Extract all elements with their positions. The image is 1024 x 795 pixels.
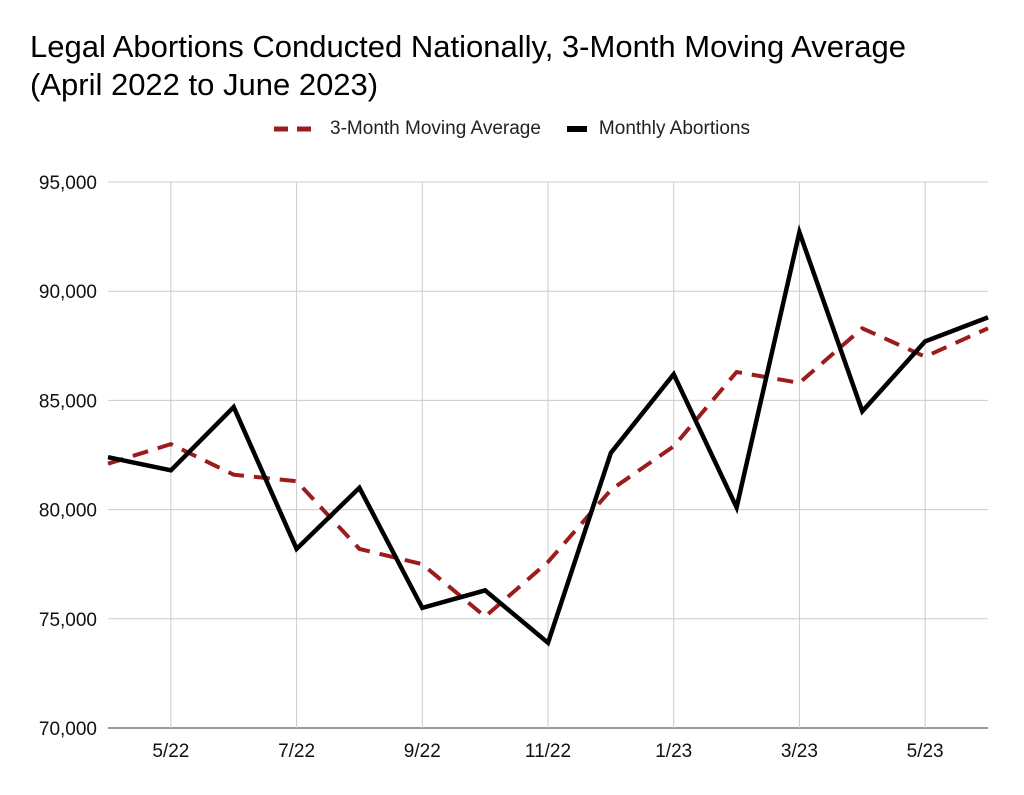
x-tick-label: 7/22 xyxy=(278,741,315,762)
legend: 3-Month Moving Average Monthly Abortions xyxy=(0,118,1024,140)
chart-title: Legal Abortions Conducted Nationally, 3-… xyxy=(30,28,906,104)
y-tick-label: 95,000 xyxy=(39,173,97,194)
x-tick-label: 3/23 xyxy=(781,741,818,762)
series-lines xyxy=(107,224,989,647)
legend-item-moving-average[interactable]: 3-Month Moving Average xyxy=(274,118,541,140)
y-axis-ticks: 95,000 90,000 85,000 80,000 75,000 70,000 xyxy=(39,173,97,740)
legend-dashed-swatch xyxy=(274,126,319,132)
legend-label-monthly: Monthly Abortions xyxy=(598,118,750,139)
y-tick-label: 90,000 xyxy=(39,282,97,303)
legend-label-moving-average: 3-Month Moving Average xyxy=(330,118,541,139)
x-tick-label: 5/23 xyxy=(907,741,944,762)
gridlines xyxy=(108,181,988,729)
series-line-moving-average xyxy=(107,325,989,620)
x-tick-label: 11/22 xyxy=(525,741,571,762)
x-axis-ticks: 5/22 7/22 9/22 11/22 1/23 3/23 5/23 xyxy=(152,741,943,762)
series-line-monthly-abortions xyxy=(107,224,989,647)
x-tick-label: 1/23 xyxy=(655,741,692,762)
chart-title-line: Legal Abortions Conducted Nationally, 3-… xyxy=(30,29,907,64)
y-tick-label: 80,000 xyxy=(39,501,97,522)
legend-item-monthly[interactable]: Monthly Abortions xyxy=(566,118,750,140)
y-tick-label: 70,000 xyxy=(39,719,97,740)
x-tick-label: 9/22 xyxy=(404,741,441,762)
x-tick-label: 5/22 xyxy=(152,741,189,762)
chart-subtitle: (April 2022 to June 2023) xyxy=(30,67,379,102)
y-tick-label: 75,000 xyxy=(39,610,97,631)
legend-solid-swatch xyxy=(566,126,587,132)
y-tick-label: 85,000 xyxy=(39,391,97,412)
